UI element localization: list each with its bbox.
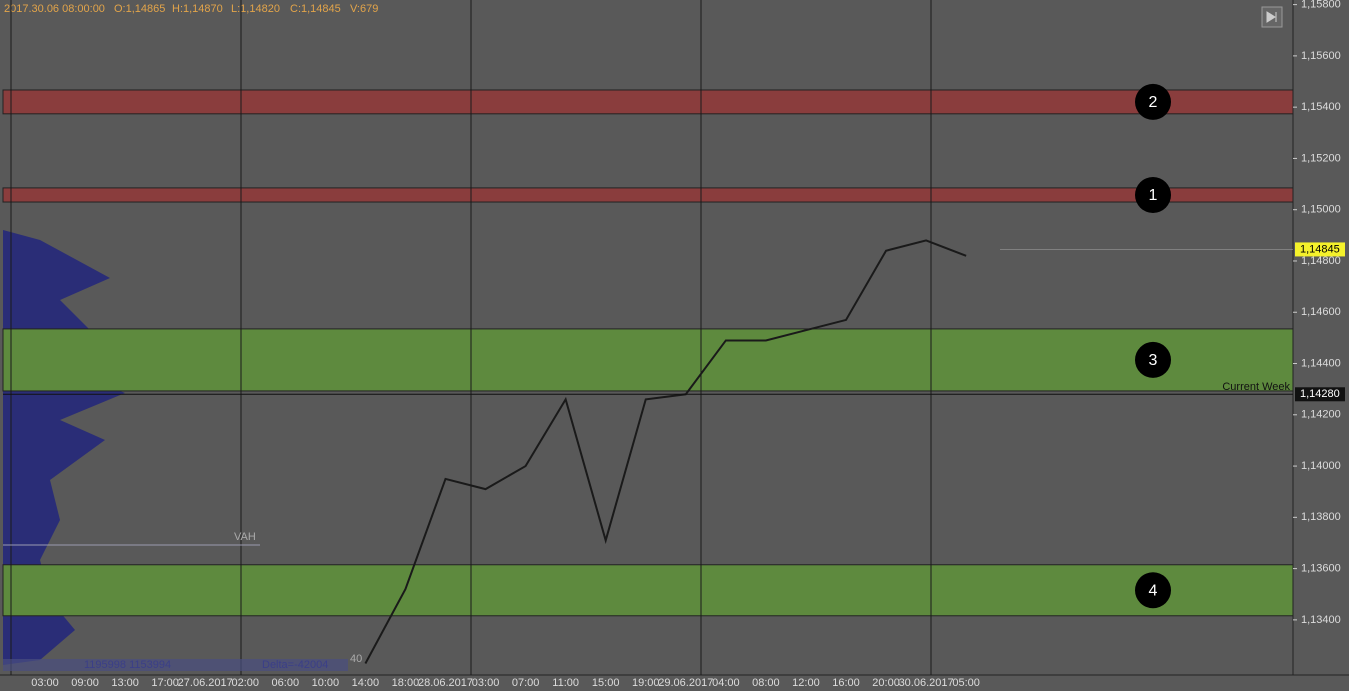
x-tick-label: 14:00 [352,677,380,689]
x-tick-label: 30.06.2017 [899,677,954,689]
current-week-name: Current Week [1222,381,1290,393]
header: 2017.30.06 08:00:00 O:1,14865 H:1,14870 … [4,3,378,15]
x-tick-label: 17:00 [151,677,179,689]
y-tick-label: 1,15200 [1301,152,1341,164]
y-tick-label: 1,15400 [1301,101,1341,113]
zone-label: 4 [1149,582,1158,599]
header-time: 2017.30.06 08:00:00 [4,3,105,15]
zone-marker [1135,83,1171,120]
x-tick-label: 10:00 [312,677,340,689]
y-tick-label: 1,14200 [1301,409,1341,421]
zone-label: 2 [1149,94,1158,111]
count-label: 40 [350,653,362,665]
x-tick-label: 07:00 [512,677,540,689]
zone-label: 1 [1149,187,1158,204]
x-tick-label: 06:00 [272,677,300,689]
header-low: L:1,14820 [231,3,280,15]
current-week-label: 1,14280 [1300,388,1340,400]
x-tick-label: 02:00 [231,677,259,689]
x-tick-label: 13:00 [111,677,139,689]
x-tick-label: 03:00 [31,677,59,689]
header-open: O:1,14865 [114,3,165,15]
y-tick-label: 1,14000 [1301,460,1341,472]
delta-label: Delta=-42004 [262,659,328,671]
x-tick-label: 20:00 [872,677,900,689]
last-price-box [1295,242,1345,257]
zone [2,187,1294,203]
y-tick-label: 1,15600 [1301,50,1341,62]
y-tick-label: 1,14600 [1301,306,1341,318]
y-tick-label: 1,13800 [1301,511,1341,523]
y-tick-label: 1,14800 [1301,255,1341,267]
y-tick-label: 1,13400 [1301,614,1341,626]
scroll-icon [1266,11,1277,23]
x-tick-label: 29.06.2017 [658,677,713,689]
x-tick-label: 27.06.2017 [178,677,233,689]
x-tick-label: 16:00 [832,677,860,689]
last-price-label: 1,14845 [1300,243,1340,255]
x-tick-label: 18:00 [392,677,420,689]
current-week-box [1295,387,1345,402]
header-volume: V:679 [350,3,378,15]
x-tick-label: 04:00 [712,677,740,689]
x-tick-label: 12:00 [792,677,820,689]
y-tick-label: 1,15800 [1301,0,1341,11]
header-close: C:1,14845 [290,3,341,15]
x-tick-label: 15:00 [592,677,620,689]
header-high: H:1,14870 [172,3,223,15]
zone-marker [1135,341,1171,378]
zone-marker [1135,176,1171,213]
volumes-label: 1195998 1153994 [84,659,171,671]
zone [2,564,1294,617]
x-tick-label: 28.06.2017 [418,677,473,689]
y-tick-label: 1,15000 [1301,204,1341,216]
y-tick-label: 1,14400 [1301,357,1341,369]
vah-label: VAH [234,531,256,543]
x-tick-label: 11:00 [552,677,579,689]
price-line [364,239,967,664]
zone [2,89,1294,115]
y-tick-label: 1,13600 [1301,563,1341,575]
x-tick-label: 19:00 [632,677,660,689]
stats-box [3,659,348,671]
x-tick-label: 08:00 [752,677,780,689]
x-tick-label: 09:00 [71,677,99,689]
zone-marker [1135,572,1171,609]
zone [2,328,1294,392]
x-tick-label: 03:00 [472,677,500,689]
zone-label: 3 [1149,352,1158,369]
x-tick-label: 05:00 [952,677,980,689]
